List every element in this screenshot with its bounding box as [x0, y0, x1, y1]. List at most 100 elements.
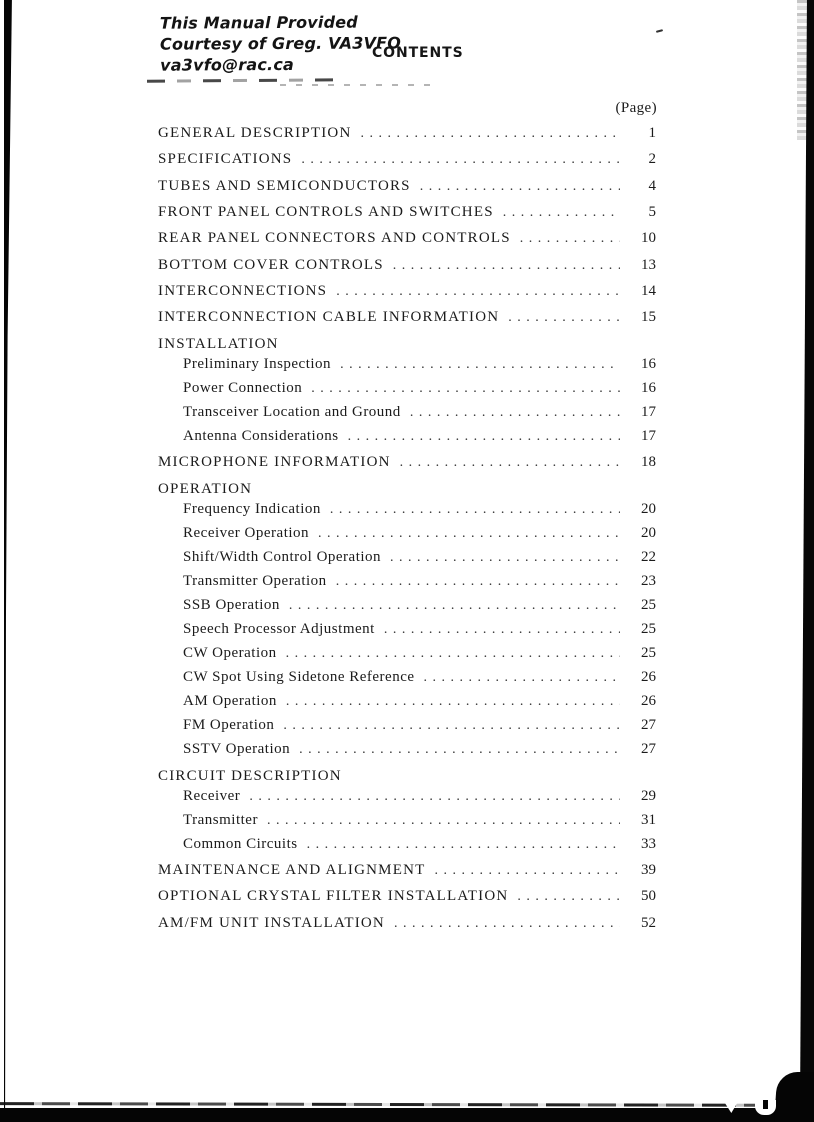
toc-entry: CW Operation............................…: [158, 644, 656, 663]
toc-entry: BOTTOM COVER CONTROLS...................…: [158, 256, 656, 275]
dot-leader: ........................................…: [299, 742, 620, 758]
toc-entry-page: 52: [641, 914, 656, 931]
dot-leader: ........................................…: [502, 204, 620, 220]
toc-entry: FRONT PANEL CONTROLS AND SWITCHES.......…: [158, 203, 656, 222]
toc-entry: Common Circuits.........................…: [158, 835, 656, 854]
toc-entry: Preliminary Inspection..................…: [158, 355, 656, 374]
toc-entry-label: INSTALLATION: [158, 336, 279, 353]
toc-entry-page: 13: [641, 256, 656, 273]
dot-leader: ........................................…: [399, 455, 620, 471]
toc-entry-label: CIRCUIT DESCRIPTION: [158, 768, 342, 785]
toc-entry: Receiver................................…: [158, 787, 656, 806]
dot-leader: ........................................…: [340, 357, 620, 373]
toc-entry-page: 14: [641, 282, 656, 299]
toc-entry: SSTV Operation..........................…: [158, 740, 656, 759]
toc-entry-label: Speech Processor Adjustment: [183, 621, 375, 638]
toc-entry-page: 20: [641, 525, 656, 542]
toc-entry-page: 39: [641, 862, 656, 879]
scan-corner-blob: [774, 1072, 814, 1122]
dot-leader: ........................................…: [409, 405, 620, 421]
scan-edge-bottom: [0, 1108, 814, 1122]
toc-entry-label: Common Circuits: [183, 836, 298, 853]
toc-entry-label: SSB Operation: [183, 597, 280, 614]
dot-leader: ........................................…: [519, 231, 620, 247]
toc-entry-label: BOTTOM COVER CONTROLS: [158, 256, 384, 273]
toc-entry: MAINTENANCE AND ALIGNMENT...............…: [158, 861, 656, 880]
toc-entry-page: 5: [648, 203, 657, 220]
toc-entry-page: 17: [641, 404, 656, 421]
table-of-contents: GENERAL DESCRIPTION.....................…: [158, 0, 656, 960]
toc-entry: AM Operation............................…: [158, 692, 656, 711]
scan-edge-right-texture: [797, 0, 807, 140]
toc-entry: FM Operation............................…: [158, 716, 656, 735]
toc-entry: Receiver Operation......................…: [158, 524, 656, 543]
toc-entry-label: AM Operation: [183, 693, 277, 710]
toc-entry-page: 23: [641, 573, 656, 590]
dot-leader: ........................................…: [423, 670, 620, 686]
toc-entry-label: CW Operation: [183, 645, 277, 662]
page-title: CONTENTS: [372, 45, 464, 61]
toc-entry-label: Power Connection: [183, 380, 303, 397]
toc-entry: SPECIFICATIONS..........................…: [158, 150, 656, 169]
toc-entry: Shift/Width Control Operation...........…: [158, 548, 656, 567]
dot-leader: ........................................…: [283, 718, 620, 734]
toc-entry-label: FM Operation: [183, 717, 275, 734]
toc-entry-page: 29: [641, 788, 656, 805]
toc-entry: CW Spot Using Sidetone Reference........…: [158, 668, 656, 687]
toc-entry-label: Antenna Considerations: [183, 428, 339, 445]
dot-leader: ........................................…: [301, 152, 620, 168]
toc-entry-label: INTERCONNECTIONS: [158, 282, 328, 299]
dot-leader: ........................................…: [288, 598, 620, 614]
dot-leader: ........................................…: [360, 126, 621, 141]
toc-entry-label: Transmitter: [183, 812, 258, 829]
toc-entry-label: FRONT PANEL CONTROLS AND SWITCHES: [158, 203, 494, 220]
toc-entry-label: Transceiver Location and Ground: [183, 404, 401, 421]
toc-entry-page: 25: [641, 621, 656, 638]
toc-entry-page: 33: [641, 836, 656, 853]
dot-leader: ........................................…: [517, 889, 620, 905]
scan-dashed-rule-faint: [280, 84, 440, 86]
toc-entry-label: Shift/Width Control Operation: [183, 549, 382, 566]
dot-leader: ........................................…: [318, 526, 620, 542]
toc-entry-page: 16: [641, 380, 656, 397]
toc-entry-label: CW Spot Using Sidetone Reference: [183, 669, 415, 686]
toc-entry-page: 25: [641, 597, 656, 614]
toc-entry: TUBES AND SEMICONDUCTORS................…: [158, 177, 656, 196]
dot-leader: ........................................…: [390, 550, 620, 566]
toc-entry: Transmitter.............................…: [158, 811, 656, 830]
dot-leader: ........................................…: [329, 502, 620, 518]
toc-entry-label: MICROPHONE INFORMATION: [158, 454, 391, 471]
toc-entry-page: 10: [641, 230, 656, 247]
toc-entry-label: INTERCONNECTION CABLE INFORMATION: [158, 309, 500, 326]
toc-entry-label: Preliminary Inspection: [183, 356, 332, 373]
page-column-label: (Page): [615, 100, 657, 116]
scan-corner-notch-divider: [763, 1100, 768, 1109]
toc-entry-label: AM/FM UNIT INSTALLATION: [158, 914, 385, 931]
toc-entry: OPTIONAL CRYSTAL FILTER INSTALLATION....…: [158, 887, 656, 906]
scan-edge-right: [799, 0, 814, 1122]
toc-entry-page: 26: [641, 669, 656, 686]
toc-section-header: CIRCUIT DESCRIPTION: [158, 767, 656, 786]
toc-entry: Power Connection........................…: [158, 379, 656, 398]
dot-leader: ........................................…: [393, 915, 620, 931]
toc-entry-page: 50: [641, 888, 656, 905]
toc-entry: Transmitter Operation...................…: [158, 572, 656, 591]
toc-entry: Antenna Considerations..................…: [158, 427, 656, 446]
scan-bottom-scratch-line: [0, 1102, 814, 1107]
toc-entry-label: SSTV Operation: [183, 741, 291, 758]
toc-entry-label: OPERATION: [158, 481, 253, 498]
toc-entry-page: 1: [648, 125, 657, 141]
dot-leader: ........................................…: [249, 789, 620, 805]
dot-leader: ........................................…: [306, 837, 620, 853]
toc-entry-label: MAINTENANCE AND ALIGNMENT: [158, 862, 426, 879]
toc-entry-label: Receiver Operation: [183, 525, 310, 542]
toc-section-header: INSTALLATION: [158, 335, 656, 354]
toc-entry: Frequency Indication....................…: [158, 500, 656, 519]
toc-entry-page: 18: [641, 454, 656, 471]
dot-leader: ........................................…: [434, 863, 620, 879]
toc-entry-label: SPECIFICATIONS: [158, 151, 293, 168]
toc-entry-label: Transmitter Operation: [183, 573, 327, 590]
toc-entry-page: 27: [641, 717, 656, 734]
dot-leader: ........................................…: [508, 310, 620, 326]
toc-entry: Speech Processor Adjustment.............…: [158, 620, 656, 639]
